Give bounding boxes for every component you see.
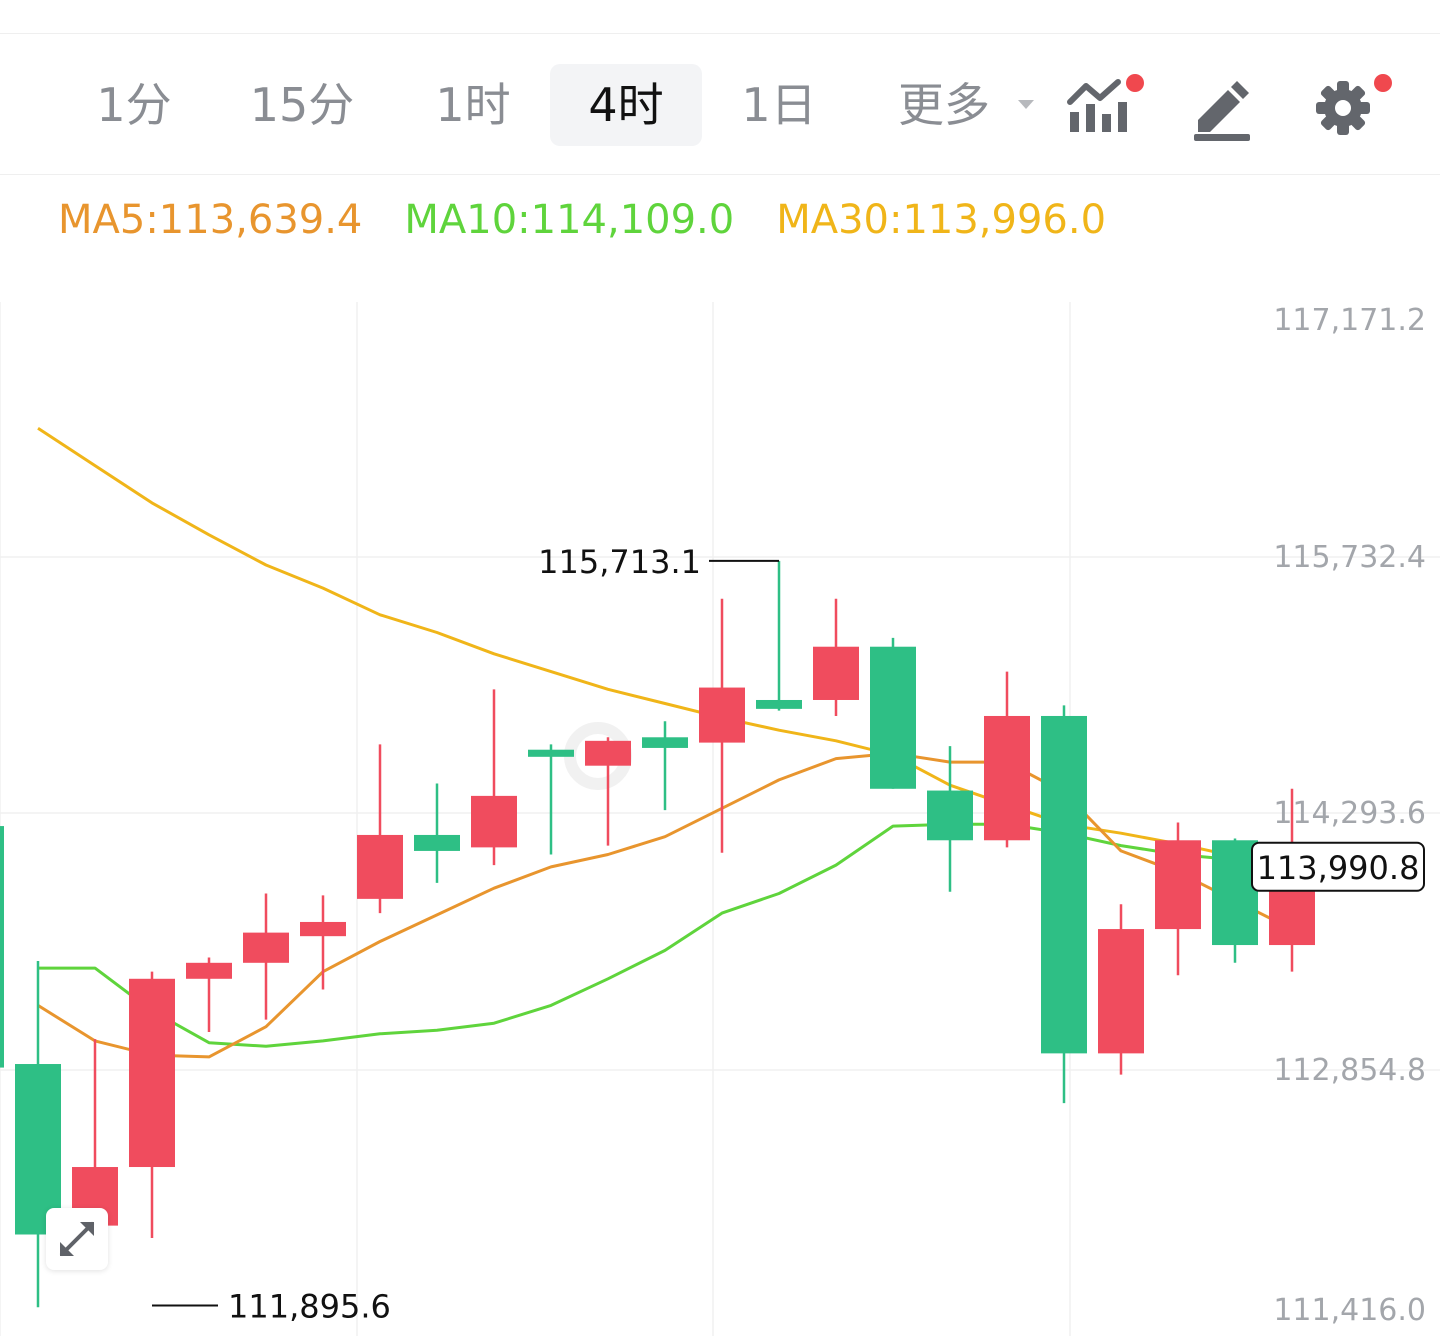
chevron-down-icon [1018,100,1034,109]
expand-chart-button[interactable] [46,1208,108,1270]
candle-body [1212,840,1258,946]
settings-button[interactable] [1310,74,1392,146]
candlestick-chart[interactable]: 115,713.1 111,895.6 113,990.8 117,171.2 115… [0,290,1440,1336]
candle-body [357,834,403,899]
tab-1hour[interactable]: 1时 [435,78,511,132]
notification-dot [1374,74,1392,92]
y-axis-tick-label: 111,416.0 [1273,1293,1426,1328]
candle-body [300,921,346,937]
tab-more[interactable]: 更多 [898,78,990,132]
current-price-tag [1251,841,1425,892]
candle-body [813,646,859,700]
notification-dot [1126,74,1144,92]
candle-body [15,1064,61,1235]
expand-icon [60,1222,94,1256]
candle-body [927,790,973,841]
candle-body [414,834,460,851]
tab-15min[interactable]: 15分 [249,78,355,132]
y-axis-tick-label: 112,854.8 [1273,1053,1426,1088]
candle-body [870,646,916,789]
indicator-button[interactable] [1064,74,1144,146]
candle-body [585,740,631,766]
candle-body [528,749,574,757]
moving-average-legend: MA5:113,639.4 MA10:114,109.0 MA30:113,996.… [58,190,1148,250]
top-header-strip [0,0,1440,34]
candle-body [0,826,4,1068]
candle-body [984,715,1030,841]
draw-icon [1194,81,1250,141]
chart-toolbar: 1分 15分 1时 4时 1日 更多 [0,34,1440,175]
tab-1day[interactable]: 1日 [741,78,817,132]
ma5-value: MA5:113,639.4 [58,197,363,243]
y-axis-tick-label: 115,732.4 [1273,540,1426,575]
candle-body [243,932,289,963]
candle-body [1098,929,1144,1054]
tab-4hour[interactable]: 4时 [550,64,702,146]
low-price-label: 111,895.6 [228,1288,391,1326]
high-price-label: 115,713.1 [538,543,701,581]
candle-body [756,699,802,709]
candle-body [642,737,688,748]
candle-body [129,978,175,1168]
candle-body [186,962,232,979]
candle-body [1041,715,1087,1054]
ma10-value: MA10:114,109.0 [404,197,735,243]
draw-button[interactable] [1188,74,1260,146]
y-axis-tick-label: 114,293.6 [1273,796,1426,831]
candle-body [471,795,517,848]
indicator-icon [1067,79,1127,132]
candle-body [699,687,745,743]
current-price-label: 113,990.8 [1257,849,1420,887]
ma30-value: MA30:113,996.0 [776,197,1107,243]
tab-1min[interactable]: 1分 [96,78,172,132]
y-axis-tick-label: 117,171.2 [1273,303,1426,338]
candle-body [1155,840,1201,930]
settings-icon [1316,81,1370,135]
